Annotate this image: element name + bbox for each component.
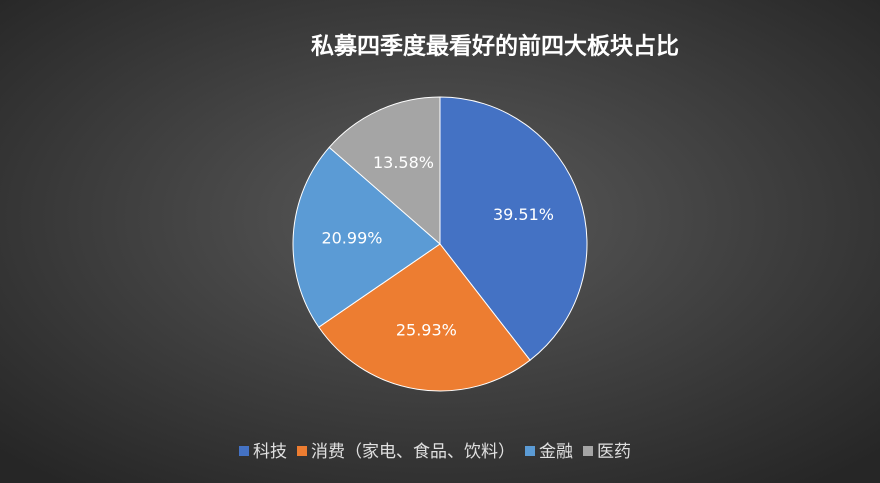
data-label: 25.93% [396, 321, 457, 340]
data-label: 13.58% [373, 153, 434, 172]
legend-label: 消费（家电、食品、饮料） [311, 442, 515, 462]
legend-label: 科技 [253, 442, 287, 462]
legend-swatch [239, 446, 249, 456]
data-label: 39.51% [493, 205, 554, 224]
chart-title: 私募四季度最看好的前四大板块占比 [311, 33, 679, 60]
pie-slice [439, 96, 588, 361]
legend-swatch [297, 446, 307, 456]
legend-swatch [583, 446, 593, 456]
data-label: 20.99% [321, 228, 382, 247]
pie-slice [318, 243, 531, 392]
legend-label: 医药 [597, 442, 631, 462]
legend-label: 金融 [539, 442, 573, 462]
pie-slice [328, 96, 441, 246]
pie-slice [292, 146, 441, 328]
legend-swatch [525, 446, 535, 456]
